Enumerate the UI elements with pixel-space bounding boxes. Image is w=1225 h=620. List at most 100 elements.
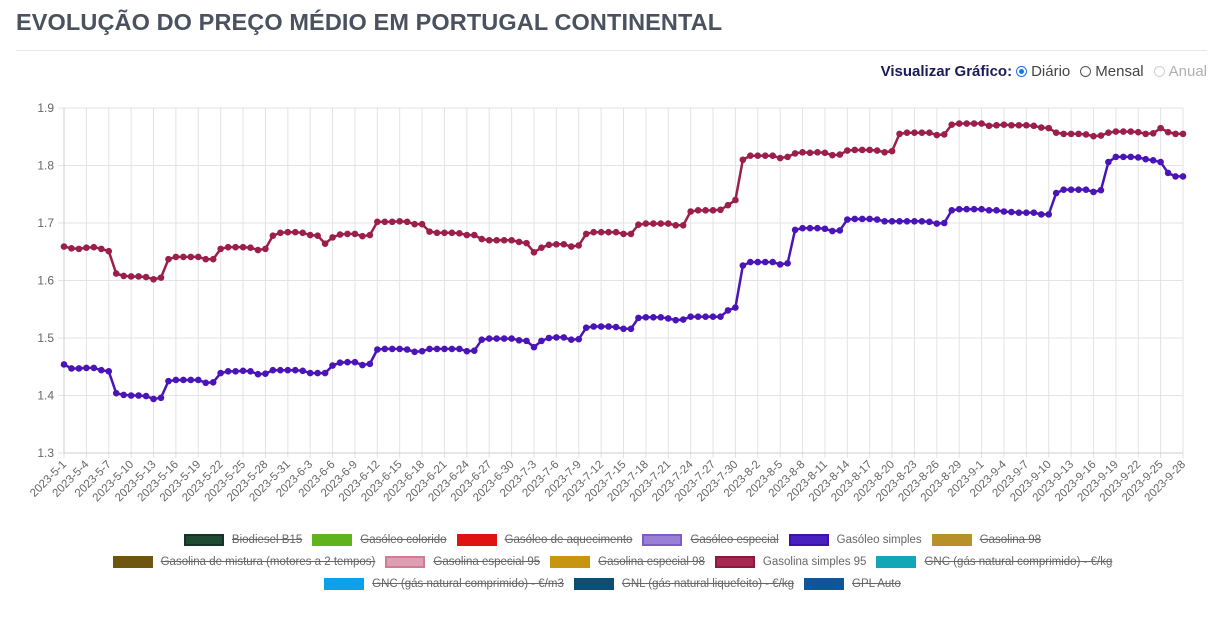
data-point[interactable] [381, 218, 389, 226]
data-point[interactable] [627, 230, 635, 238]
data-point[interactable] [433, 345, 441, 353]
data-point[interactable] [851, 146, 859, 154]
data-point[interactable] [739, 156, 747, 164]
data-point[interactable] [694, 207, 702, 214]
data-point[interactable] [202, 379, 210, 387]
data-point[interactable] [940, 219, 948, 227]
data-point[interactable] [784, 153, 791, 161]
data-point[interactable] [709, 207, 717, 214]
data-point[interactable] [1179, 130, 1187, 138]
data-point[interactable] [724, 307, 732, 314]
data-point[interactable] [127, 273, 135, 280]
data-point[interactable] [657, 314, 665, 321]
data-point[interactable] [388, 218, 396, 226]
data-point[interactable] [1134, 128, 1142, 136]
data-point[interactable] [471, 347, 478, 354]
data-point[interactable] [761, 152, 769, 160]
data-point[interactable] [985, 122, 993, 130]
data-point[interactable] [1052, 129, 1060, 137]
data-point[interactable] [933, 131, 941, 139]
data-point[interactable] [926, 218, 933, 226]
data-point[interactable] [321, 240, 329, 247]
data-point[interactable] [83, 244, 90, 252]
data-point[interactable] [1142, 130, 1149, 138]
data-point[interactable] [717, 313, 724, 321]
data-point[interactable] [911, 217, 918, 225]
data-point[interactable] [590, 228, 597, 236]
data-point[interactable] [344, 230, 351, 238]
data-point[interactable] [650, 314, 657, 321]
data-point[interactable] [881, 217, 888, 225]
data-point[interactable] [291, 228, 299, 236]
data-point[interactable] [1164, 169, 1172, 177]
data-point[interactable] [1082, 131, 1090, 138]
data-point[interactable] [75, 245, 83, 253]
data-point[interactable] [105, 368, 113, 375]
data-point[interactable] [814, 224, 821, 232]
data-point[interactable] [426, 228, 433, 235]
data-point[interactable] [702, 313, 709, 321]
data-point[interactable] [642, 220, 650, 227]
data-point[interactable] [366, 231, 374, 239]
data-point[interactable] [359, 232, 366, 240]
data-point[interactable] [978, 120, 985, 127]
data-point[interactable] [739, 262, 747, 269]
data-point[interactable] [142, 392, 150, 400]
data-point[interactable] [896, 130, 903, 138]
data-point[interactable] [247, 368, 254, 375]
data-point[interactable] [732, 196, 739, 204]
data-point[interactable] [388, 345, 396, 353]
data-point[interactable] [1090, 132, 1097, 140]
data-point[interactable] [881, 148, 888, 156]
data-point[interactable] [1075, 186, 1082, 193]
data-point[interactable] [418, 220, 426, 228]
data-point[interactable] [836, 151, 844, 158]
data-point[interactable] [411, 348, 418, 356]
data-point[interactable] [232, 368, 239, 375]
data-point[interactable] [1120, 128, 1127, 135]
data-point[interactable] [664, 315, 672, 322]
data-point[interactable] [993, 121, 1000, 129]
data-point[interactable] [814, 148, 821, 156]
data-point[interactable] [553, 240, 560, 248]
data-point[interactable] [396, 345, 404, 353]
data-point[interactable] [262, 245, 269, 253]
data-point[interactable] [433, 229, 441, 237]
data-point[interactable] [799, 224, 806, 232]
data-point[interactable] [888, 147, 896, 155]
data-point[interactable] [963, 120, 970, 127]
data-point[interactable] [172, 253, 180, 261]
data-point[interactable] [90, 364, 98, 372]
radio-daily[interactable]: Diário [1016, 63, 1070, 80]
data-point[interactable] [873, 216, 881, 223]
data-point[interactable] [806, 149, 814, 157]
data-point[interactable] [1172, 130, 1179, 138]
data-point[interactable] [635, 221, 642, 229]
data-point[interactable] [538, 337, 545, 345]
data-point[interactable] [83, 364, 90, 372]
data-point[interactable] [620, 230, 627, 238]
data-point[interactable] [299, 367, 307, 375]
data-point[interactable] [650, 220, 657, 227]
data-point[interactable] [277, 229, 284, 237]
data-point[interactable] [911, 129, 918, 137]
data-point[interactable] [448, 229, 456, 237]
data-point[interactable] [582, 230, 590, 238]
data-point[interactable] [247, 244, 254, 252]
data-point[interactable] [970, 120, 978, 127]
data-point[interactable] [926, 129, 933, 137]
data-point[interactable] [955, 205, 963, 213]
data-point[interactable] [1157, 124, 1164, 132]
data-point[interactable] [1030, 122, 1038, 130]
data-point[interactable] [747, 152, 754, 160]
data-point[interactable] [836, 227, 844, 234]
data-point[interactable] [821, 149, 829, 157]
data-point[interactable] [515, 238, 523, 246]
data-point[interactable] [396, 217, 404, 225]
data-point[interactable] [448, 345, 456, 353]
legend-item[interactable]: Gasóleo simples [788, 532, 922, 547]
data-point[interactable] [1120, 153, 1127, 161]
data-point[interactable] [724, 201, 732, 209]
data-point[interactable] [829, 227, 836, 235]
data-point[interactable] [530, 343, 538, 351]
